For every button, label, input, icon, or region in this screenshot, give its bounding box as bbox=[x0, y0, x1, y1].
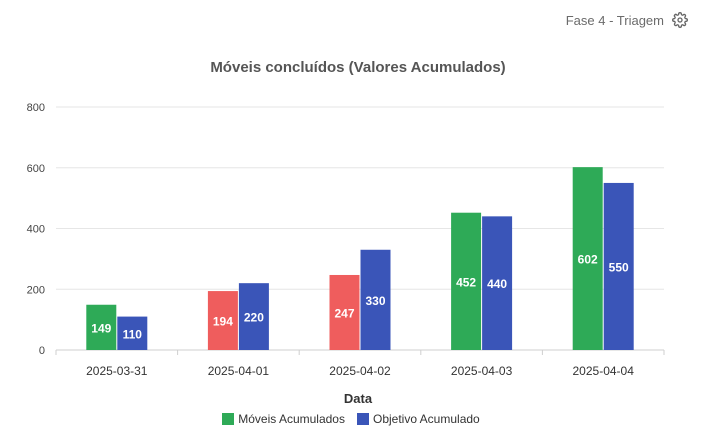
legend-swatch-moveis bbox=[222, 413, 235, 425]
legend-item-moveis[interactable]: Móveis Acumulados bbox=[222, 412, 345, 426]
chart-title: Móveis concluídos (Valores Acumulados) bbox=[210, 59, 505, 76]
x-tick-label: 2025-04-01 bbox=[208, 364, 270, 378]
bar-moveis[interactable] bbox=[86, 304, 117, 350]
bar-moveis[interactable] bbox=[572, 167, 603, 350]
data-label: 452 bbox=[456, 275, 476, 289]
gear-icon[interactable] bbox=[672, 12, 688, 28]
data-label: 220 bbox=[244, 311, 264, 325]
bar-objetivo[interactable] bbox=[603, 182, 634, 350]
y-axis-ticks: 0 200 400 600 800 bbox=[27, 102, 45, 357]
y-tick-label: 0 bbox=[39, 345, 45, 357]
data-label: 602 bbox=[578, 253, 598, 267]
phase-label: Fase 4 - Triagem bbox=[565, 12, 664, 28]
x-axis-label: Data bbox=[344, 391, 373, 406]
x-tick-label: 2025-03-31 bbox=[86, 364, 148, 378]
data-label: 330 bbox=[365, 294, 385, 308]
y-tick-label: 200 bbox=[27, 284, 45, 296]
data-label: 194 bbox=[213, 315, 233, 329]
legend-label-moveis: Móveis Acumulados bbox=[238, 412, 345, 426]
y-tick-label: 800 bbox=[27, 102, 45, 114]
bar-objetivo[interactable] bbox=[117, 316, 148, 350]
bar-moveis[interactable] bbox=[207, 291, 238, 350]
bar-moveis[interactable] bbox=[329, 274, 360, 350]
x-axis-ticks: 2025-03-31 2025-04-01 2025-04-02 2025-04-03… bbox=[55, 350, 665, 378]
gridlines bbox=[56, 106, 664, 351]
x-tick-label: 2025-04-04 bbox=[573, 364, 635, 378]
data-label: 247 bbox=[334, 306, 354, 320]
legend-item-objetivo[interactable]: Objetivo Acumulado bbox=[356, 412, 480, 426]
legend-swatch-objetivo bbox=[356, 413, 369, 425]
x-tick-label: 2025-04-02 bbox=[329, 364, 391, 378]
data-label: 110 bbox=[123, 327, 143, 341]
bars: 149 110 194 220 247 330 452 440 602 550 bbox=[86, 167, 634, 350]
chart-legend: Móveis Acumulados Objetivo Acumulado bbox=[0, 412, 702, 426]
chart-header: Fase 4 - Triagem bbox=[566, 12, 688, 28]
y-tick-label: 400 bbox=[27, 224, 45, 236]
data-label: 440 bbox=[487, 277, 507, 291]
legend-label-objetivo: Objetivo Acumulado bbox=[372, 412, 480, 426]
y-tick-label: 600 bbox=[27, 163, 45, 175]
bar-objetivo[interactable] bbox=[482, 216, 513, 350]
bar-objetivo[interactable] bbox=[360, 249, 391, 350]
bar-moveis[interactable] bbox=[451, 212, 482, 350]
data-label: 550 bbox=[609, 260, 629, 274]
data-label: 149 bbox=[91, 321, 111, 335]
x-tick-label: 2025-04-03 bbox=[451, 364, 513, 378]
bar-objetivo[interactable] bbox=[238, 283, 269, 350]
